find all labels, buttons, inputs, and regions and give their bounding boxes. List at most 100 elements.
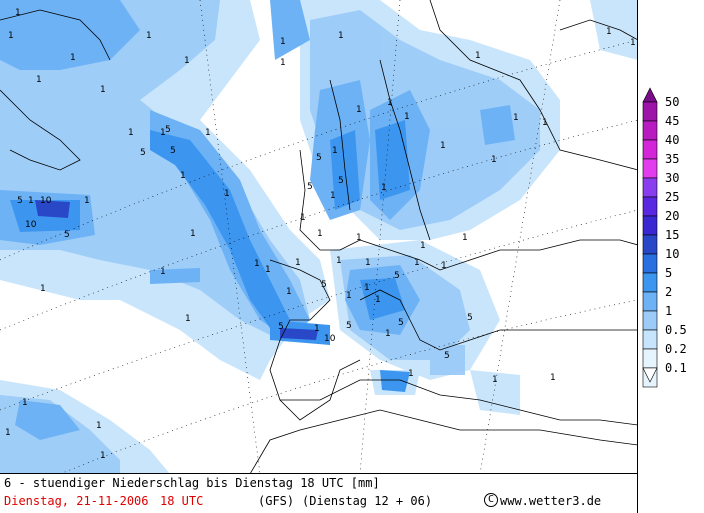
contour-label: 1 (420, 241, 426, 251)
contour-label: 1 (100, 85, 106, 95)
legend-top-arrow (642, 87, 658, 103)
contour-label: 1 (314, 324, 320, 334)
legend-label: 10 (665, 247, 680, 261)
contour-label: 1 (5, 428, 11, 438)
legend-label: 5 (665, 266, 673, 280)
contour-label: 1 (15, 8, 21, 18)
caption-time: 18 UTC (160, 494, 204, 508)
contour-label: 1 (84, 196, 90, 206)
contour-label: 1 (40, 284, 46, 294)
copyright-icon: C (484, 493, 498, 507)
contour-label: 1 (491, 155, 497, 165)
legend-label: 40 (665, 133, 680, 147)
legend-label: 0.5 (665, 323, 687, 337)
contour-label: 5 (346, 321, 352, 331)
caption-title: 6 - stuendiger Niederschlag bis Dienstag… (4, 476, 380, 490)
contour-label: 5 (444, 351, 450, 361)
contour-label: 1 (387, 98, 393, 108)
legend-swatch (642, 101, 658, 122)
legend-swatch (642, 253, 658, 274)
contour-label: 1 (336, 256, 342, 266)
contour-label: 1 (180, 171, 186, 181)
contour-label: 5 (17, 196, 23, 206)
contour-label: 1 (300, 213, 306, 223)
contour-label: 1 (184, 56, 190, 66)
precip-10 (35, 200, 318, 340)
contour-label: 1 (550, 373, 556, 383)
contour-label: 1 (404, 112, 410, 122)
contour-label: 1 (441, 261, 447, 271)
legend-label: 50 (665, 95, 680, 109)
contour-label: 1 (100, 451, 106, 461)
legend-label: 0.1 (665, 361, 687, 375)
contour-label: 1 (381, 183, 387, 193)
caption-credit[interactable]: www.wetter3.de (500, 494, 602, 508)
contour-label: 1 (606, 27, 612, 37)
map-caption: 6 - stuendiger Niederschlag bis Dienstag… (0, 474, 638, 513)
contour-label: 1 (356, 105, 362, 115)
contour-label: 1 (280, 58, 286, 68)
legend-swatch (642, 158, 658, 179)
legend-swatch (642, 120, 658, 141)
contour-label: 1 (317, 229, 323, 239)
contour-label: 1 (96, 421, 102, 431)
contour-label: 1 (160, 267, 166, 277)
legend-colorbar (642, 87, 658, 388)
contour-label: 1 (414, 258, 420, 268)
precip-legend: 50 45 40 35 30 25 20 15 10 5 2 1 0.5 0.2 0.1 (641, 87, 701, 390)
contour-label: 10 (40, 196, 52, 206)
contour-label: 1 (265, 265, 271, 275)
contour-label: 5 (467, 313, 473, 323)
contour-label: 1 (356, 233, 362, 243)
contour-label: 5 (170, 146, 176, 156)
contour-label: 1 (254, 259, 260, 269)
legend-label: 35 (665, 152, 680, 166)
contour-label: 1 (385, 329, 391, 339)
legend-label: 1 (665, 304, 673, 318)
contour-label: 1 (160, 128, 166, 138)
contour-label: 1 (185, 314, 191, 324)
contour-label: 1 (205, 128, 211, 138)
contour-label: 1 (492, 375, 498, 385)
contour-label: 1 (408, 369, 414, 379)
contour-label: 5 (321, 280, 327, 290)
contour-label: 1 (375, 295, 381, 305)
contour-label: 5 (140, 148, 146, 158)
precipitation-map: 1 1 1 1 1 5 1 1 1 5 1 10 10 5 5 1 1 1 1 … (0, 0, 638, 474)
legend-swatch (642, 215, 658, 236)
contour-label: 10 (25, 220, 37, 230)
contour-label: 1 (332, 146, 338, 156)
contour-label: 1 (440, 141, 446, 151)
legend-swatch (642, 348, 658, 369)
coastlines (0, 0, 637, 473)
contour-label: 5 (316, 153, 322, 163)
legend-label: 2 (665, 285, 673, 299)
contour-label: 5 (165, 125, 171, 135)
legend-swatch (642, 310, 658, 331)
contour-label: 1 (8, 31, 14, 41)
contour-label: 1 (36, 75, 42, 85)
legend-label: 30 (665, 171, 680, 185)
contour-label: 1 (190, 229, 196, 239)
legend-label: 0.2 (665, 342, 687, 356)
contour-label: 5 (307, 182, 313, 192)
contour-label: 5 (64, 230, 70, 240)
contour-label: 1 (346, 291, 352, 301)
legend-swatch (642, 272, 658, 293)
legend-swatch (642, 196, 658, 217)
contour-label: 1 (280, 37, 286, 47)
contour-label: 1 (542, 118, 548, 128)
contour-label: 1 (286, 287, 292, 297)
contour-label: 10 (324, 334, 336, 344)
contour-label: 1 (630, 38, 636, 48)
contour-label: 1 (146, 31, 152, 41)
contour-label: 1 (70, 53, 76, 63)
contour-label: 5 (338, 176, 344, 186)
contour-label: 1 (295, 258, 301, 268)
contour-label: 1 (462, 233, 468, 243)
legend-label: 45 (665, 114, 680, 128)
legend-label: 20 (665, 209, 680, 223)
caption-model: (GFS) (258, 494, 295, 508)
caption-run: (Dienstag 12 + 06) (302, 494, 433, 508)
